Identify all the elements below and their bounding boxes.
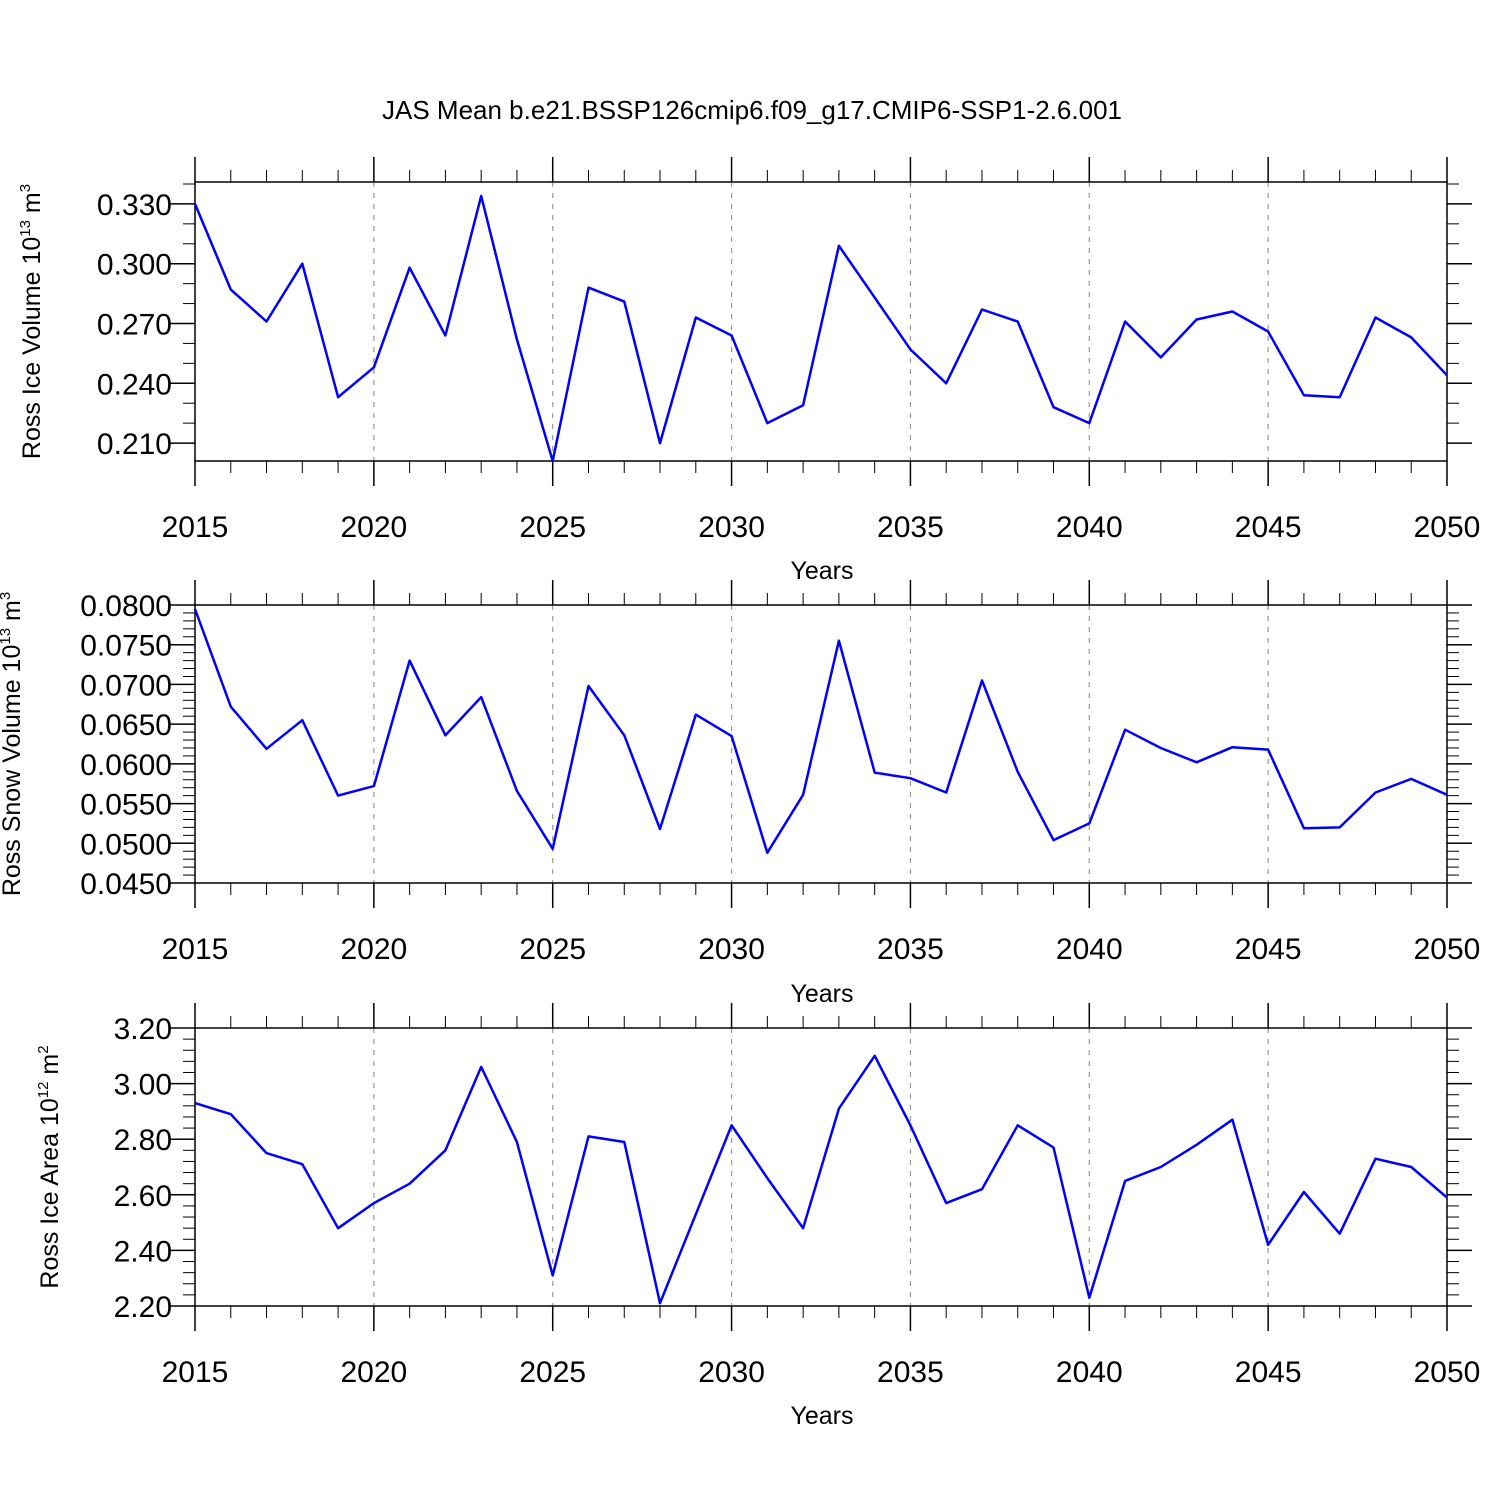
y-tick-label: 0.270 [97, 308, 172, 341]
y-tick-label: 0.0650 [80, 709, 172, 742]
y-axis-title-text: Ross Ice Volume 10 [18, 237, 46, 459]
plot-frame [194, 1027, 1448, 1307]
x-tick-label: 2045 [1235, 511, 1302, 544]
y-axis-title-text: Ross Ice Area 10 [36, 1098, 64, 1288]
y-axis-title-exponent: 13 [17, 220, 34, 237]
x-tick-label: 2035 [877, 1356, 944, 1389]
series-line [194, 1054, 1448, 1305]
y-axis-title-text: Ross Snow Volume 10 [0, 645, 26, 897]
x-tick-label: 2035 [877, 933, 944, 966]
y-tick-label: 0.240 [97, 368, 172, 401]
y-tick-label: 0.0550 [80, 789, 172, 822]
y-tick-label: 2.40 [114, 1235, 172, 1268]
y-tick-label: 0.0750 [80, 630, 172, 663]
y-axis-title: Ross Ice Area 1012 m2 [35, 1045, 64, 1288]
y-tick-label: 0.0700 [80, 669, 172, 702]
y-axis-title-exponent: 12 [35, 1082, 52, 1099]
y-axis-title-unit: m [18, 192, 46, 220]
x-tick-label: 2045 [1235, 933, 1302, 966]
x-tick-label: 2040 [1056, 933, 1123, 966]
x-tick-label: 2020 [340, 1356, 407, 1389]
x-tick-label: 2030 [698, 933, 765, 966]
x-tick-label: 2030 [698, 511, 765, 544]
y-tick-label: 2.20 [114, 1291, 172, 1324]
y-axis-title-unit-exponent: 2 [35, 1045, 52, 1053]
y-tick-label: 0.300 [97, 249, 172, 282]
y-axis-title: Ross Ice Volume 1013 m3 [17, 184, 46, 459]
x-tick-label: 2040 [1056, 1356, 1123, 1389]
x-tick-label: 2020 [340, 511, 407, 544]
y-axis-title: Ross Snow Volume 1013 m3 [0, 592, 26, 896]
y-tick-label: 2.80 [114, 1124, 172, 1157]
chart-panel-1: 0.210 0.240 0.270 0.300 0.330 2015 2020 2025 203… [17, 157, 1480, 585]
plot-frame [194, 604, 1448, 884]
x-tick-label: 2050 [1414, 1356, 1481, 1389]
series-line [193, 608, 1448, 855]
chart-panel-3: 2.20 2.40 2.60 2.80 3.00 3.20 2015 2020 2025 2030… [35, 1003, 1480, 1430]
y-axis-title-unit-exponent: 3 [0, 592, 14, 600]
y-tick-label: 0.0500 [80, 828, 172, 861]
x-tick-label: 2025 [519, 1356, 586, 1389]
y-axis-title-exponent: 13 [0, 628, 14, 645]
y-tick-label: 0.0800 [80, 590, 172, 623]
figure-title: JAS Mean b.e21.BSSP126cmip6.f09_g17.CMIP… [382, 95, 1122, 125]
y-tick-label: 0.330 [97, 189, 172, 222]
series-line [193, 194, 1448, 463]
x-tick-label: 2020 [340, 933, 407, 966]
x-tick-label: 2050 [1414, 933, 1481, 966]
chart-panels: 0.210 0.240 0.270 0.300 0.330 2015 2020 2025 203… [0, 157, 1480, 1430]
x-axis-title: Years [790, 1402, 853, 1430]
y-tick-label: 2.60 [114, 1180, 172, 1213]
plot-frame [194, 181, 1448, 462]
x-tick-label: 2015 [162, 933, 229, 966]
y-tick-label: 0.0450 [80, 868, 172, 901]
x-tick-label: 2030 [698, 1356, 765, 1389]
x-tick-label: 2050 [1414, 511, 1481, 544]
y-axis-title-unit: m [0, 600, 26, 628]
chart-panel-2: 0.0450 0.0500 0.0550 0.0600 0.0650 0.0700 0.07… [0, 580, 1480, 1008]
y-axis-title-unit: m [36, 1054, 64, 1082]
x-tick-label: 2025 [519, 511, 586, 544]
x-tick-label: 2015 [162, 511, 229, 544]
x-tick-label: 2025 [519, 933, 586, 966]
x-tick-label: 2045 [1235, 1356, 1302, 1389]
x-tick-label: 2035 [877, 511, 944, 544]
y-tick-label: 0.0600 [80, 749, 172, 782]
y-tick-label: 3.00 [114, 1069, 172, 1102]
y-tick-label: 0.210 [97, 428, 172, 461]
y-axis-title-unit-exponent: 3 [17, 184, 34, 192]
y-tick-label: 3.20 [114, 1013, 172, 1046]
x-tick-label: 2015 [162, 1356, 229, 1389]
x-axis-title: Years [790, 980, 853, 1008]
x-tick-label: 2040 [1056, 511, 1123, 544]
x-axis-title: Years [790, 557, 853, 585]
